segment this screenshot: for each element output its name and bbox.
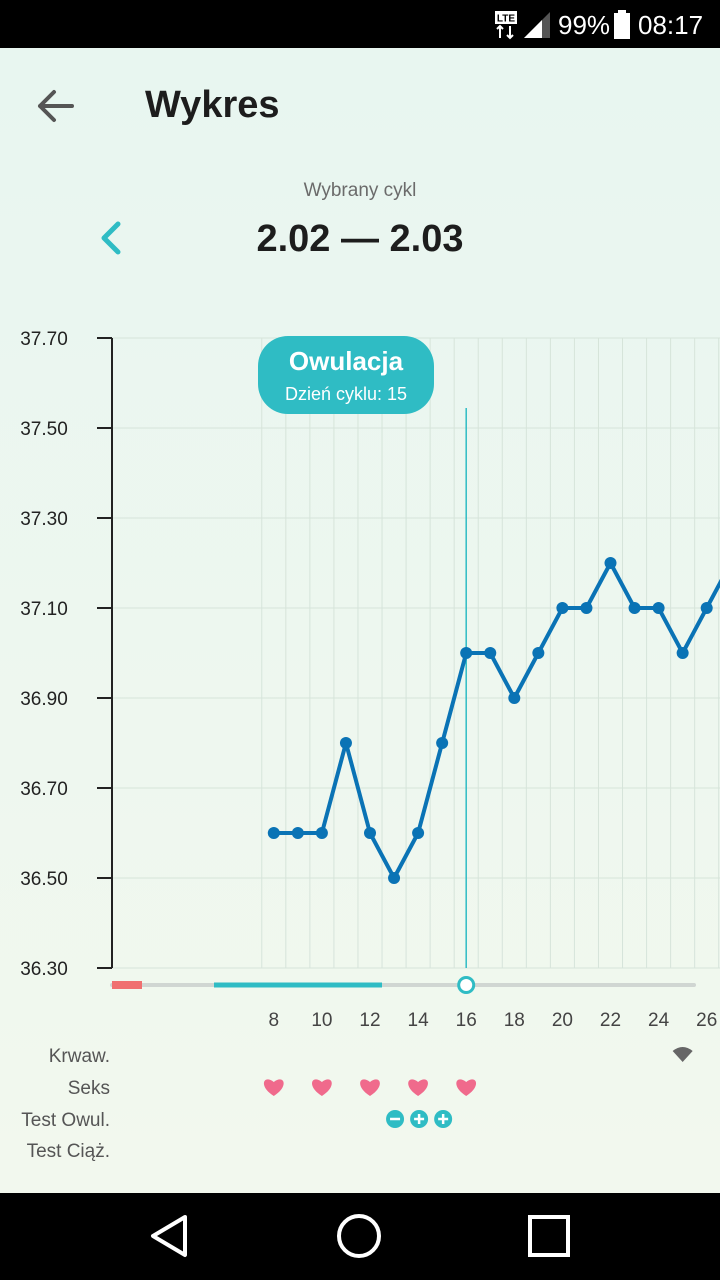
data-point	[388, 872, 401, 884]
data-point	[508, 692, 521, 704]
drop-icon	[672, 1047, 693, 1062]
x-tick-label: 12	[359, 1010, 380, 1031]
data-point	[604, 557, 617, 569]
y-tick-label: 36.30	[20, 959, 68, 980]
y-axis: 37.70 37.50 37.30 37.10 36.90 36.70 36.50 36.30	[20, 329, 113, 980]
heart-icon	[408, 1079, 428, 1096]
range-scrubber[interactable]	[110, 976, 696, 994]
heart-icon	[263, 1079, 284, 1096]
battery-icon	[614, 10, 630, 39]
data-point	[412, 827, 425, 839]
temperature-chart: 37.70 37.50 37.30 37.10 36.90 36.70 36.50 36.30…	[20, 329, 720, 1162]
arrow-left-icon[interactable]	[32, 86, 80, 126]
y-tick-label: 36.90	[20, 689, 68, 710]
data-point	[628, 602, 641, 614]
x-tick-label: 16	[456, 1010, 477, 1031]
heart-icon	[360, 1079, 380, 1096]
chart-screen: Wykres Wybrany cykl 2.02 — 2.03 37.70 37.…	[0, 48, 720, 1193]
page-title: Wykres	[145, 84, 280, 126]
scrubber-handle	[457, 976, 476, 994]
signal-icon	[524, 12, 550, 38]
data-point	[364, 827, 376, 839]
ovulation-tooltip: Owulacja Dzień cyklu: 15	[258, 336, 434, 414]
data-point	[700, 602, 713, 614]
clock: 08:17	[638, 10, 704, 40]
data-point	[532, 647, 545, 659]
row-label-bleeding: Krwaw.	[49, 1046, 110, 1067]
lte-icon: LTE	[495, 11, 517, 40]
data-point	[484, 647, 497, 659]
y-tick-label: 37.70	[20, 329, 68, 350]
x-tick-label: 18	[504, 1010, 525, 1031]
data-point	[291, 827, 304, 839]
x-axis: 8101214161820222426282	[269, 1010, 718, 1031]
chart-grid	[112, 337, 720, 969]
triangle-back-icon[interactable]	[145, 1211, 195, 1261]
x-tick-label: 14	[408, 1010, 430, 1031]
battery-percent: 99%	[558, 10, 611, 40]
square-recents-icon[interactable]	[524, 1211, 574, 1261]
data-point	[652, 602, 665, 614]
x-tick-label: 22	[600, 1010, 621, 1031]
cycle-range: 2.02 — 2.03	[256, 218, 464, 260]
event-rows: Krwaw. Seks Test Owul. Test Ciąż.	[21, 1046, 693, 1162]
circle-home-icon[interactable]	[334, 1211, 384, 1261]
y-tick-label: 37.10	[20, 599, 68, 620]
status-bar: LTE 99% 08:17	[0, 0, 720, 48]
system-nav-bar	[0, 1193, 720, 1280]
data-point	[556, 602, 569, 614]
x-tick-label: 24	[648, 1010, 670, 1031]
x-tick-label: 8	[269, 1010, 280, 1031]
row-label-ovulation-test: Test Owul.	[21, 1110, 110, 1131]
data-point	[267, 827, 280, 839]
tooltip-detail: Dzień cyklu: 15	[285, 384, 407, 404]
svg-text:LTE: LTE	[497, 14, 515, 25]
y-tick-label: 36.50	[20, 869, 68, 890]
y-tick-label: 37.30	[20, 509, 68, 530]
data-point	[460, 647, 473, 659]
heart-icon	[312, 1079, 332, 1096]
temperature-series	[267, 557, 720, 884]
data-point	[580, 602, 593, 614]
tooltip-title: Owulacja	[289, 346, 404, 376]
row-label-sex: Seks	[68, 1078, 110, 1099]
heart-icon	[456, 1079, 477, 1096]
data-point	[339, 737, 352, 749]
x-tick-label: 10	[311, 1010, 332, 1031]
data-point	[315, 827, 328, 839]
data-point	[436, 737, 449, 749]
data-point	[676, 647, 689, 659]
x-tick-label: 26	[696, 1010, 717, 1031]
y-tick-label: 37.50	[20, 419, 68, 440]
chevron-left-icon[interactable]	[92, 218, 128, 258]
x-tick-label: 20	[552, 1010, 573, 1031]
cycle-label: Wybrany cykl	[303, 180, 417, 201]
y-tick-label: 36.70	[20, 779, 68, 800]
row-label-pregnancy-test: Test Ciąż.	[27, 1141, 110, 1162]
